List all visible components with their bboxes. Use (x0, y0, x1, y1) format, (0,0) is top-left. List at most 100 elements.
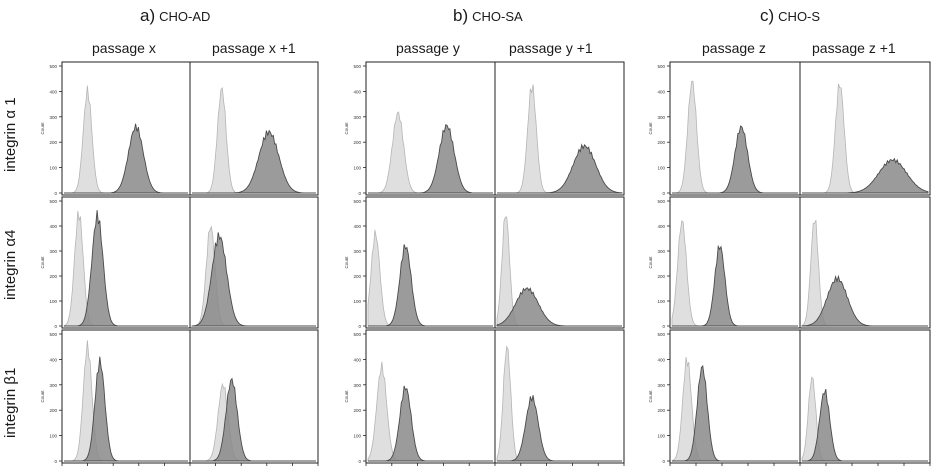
y-tick-label: 400 (657, 357, 665, 362)
y-tick-label: 500 (49, 332, 57, 337)
passage-label: passage z +1 (812, 40, 896, 56)
y-tick-label: 100 (353, 166, 361, 171)
passage-label: passage x +1 (212, 40, 296, 56)
y-tick-label: 500 (657, 199, 665, 204)
control-histogram (63, 210, 188, 327)
control-histogram (368, 111, 493, 194)
control-histogram (497, 84, 622, 194)
y-tick-label: 200 (49, 408, 57, 413)
y-tick-label: 300 (49, 115, 57, 120)
y-tick-label: 500 (353, 199, 361, 204)
y-axis-label: Count (40, 390, 45, 403)
y-tick-label: 300 (657, 115, 665, 120)
y-tick-label: 300 (353, 115, 361, 120)
y-tick-label: 0 (358, 191, 361, 196)
sample-histogram (672, 364, 798, 462)
y-tick-label: 0 (662, 459, 665, 464)
sample-histogram (802, 157, 929, 194)
sample-histogram (192, 129, 316, 194)
y-axis-label: Count (344, 122, 349, 135)
y-tick-label: 100 (657, 299, 665, 304)
passage-label: passage x (92, 40, 156, 56)
passage-label: passage z (702, 40, 766, 56)
y-tick-label: 200 (353, 274, 361, 279)
y-tick-label: 100 (49, 299, 57, 304)
control-histogram (367, 361, 493, 462)
panel-name: CHO-SA (472, 9, 523, 24)
control-histogram (671, 357, 798, 462)
y-tick-label: 300 (353, 383, 361, 388)
y-tick-label: 200 (49, 274, 57, 279)
y-tick-label: 300 (657, 249, 665, 254)
y-axis-label: Count (40, 122, 45, 135)
panel-title-c: c) CHO-S (760, 6, 820, 26)
y-tick-label: 300 (49, 249, 57, 254)
sample-histogram (497, 143, 623, 194)
y-tick-label: 500 (657, 332, 665, 337)
panel-title-a: a) CHO-AD (140, 6, 210, 26)
y-axis-label: Count (344, 390, 349, 403)
panel-letter: c) (760, 6, 775, 25)
y-tick-label: 100 (49, 166, 57, 171)
y-tick-label: 0 (662, 191, 665, 196)
sample-histogram (368, 244, 493, 327)
y-tick-label: 300 (657, 383, 665, 388)
sample-histogram (801, 274, 928, 327)
y-tick-label: 300 (49, 383, 57, 388)
y-tick-label: 400 (353, 357, 361, 362)
y-tick-label: 400 (353, 89, 361, 94)
sample-histogram (64, 356, 188, 462)
panel-name: CHO-S (778, 9, 821, 24)
y-axis-label: Count (648, 390, 653, 403)
passage-label: passage y (396, 40, 460, 56)
y-tick-label: 500 (353, 64, 361, 69)
panel-title-b: b) CHO-SA (453, 6, 523, 26)
sample-histogram (496, 287, 622, 327)
sample-histogram (672, 244, 798, 327)
control-histogram (367, 229, 493, 327)
y-axis-label: Count (648, 256, 653, 269)
sample-histogram (191, 232, 316, 327)
y-tick-label: 500 (657, 64, 665, 69)
y-tick-label: 200 (49, 140, 57, 145)
sample-histogram (64, 210, 188, 327)
y-tick-label: 100 (353, 299, 361, 304)
y-tick-label: 400 (657, 89, 665, 94)
y-tick-label: 200 (353, 408, 361, 413)
panel-letter: a) (140, 6, 156, 25)
sample-histogram (802, 388, 928, 462)
y-tick-label: 0 (54, 324, 57, 329)
y-tick-label: 400 (49, 357, 57, 362)
y-tick-label: 100 (657, 434, 665, 439)
y-tick-label: 500 (49, 64, 57, 69)
control-histogram (192, 382, 316, 462)
y-tick-label: 0 (54, 191, 57, 196)
y-tick-label: 400 (49, 224, 57, 229)
y-tick-label: 200 (657, 140, 665, 145)
passage-label: passage y +1 (509, 40, 593, 56)
y-tick-label: 100 (657, 166, 665, 171)
sample-histogram (368, 385, 493, 462)
y-tick-label: 0 (54, 459, 57, 464)
sample-histogram (64, 123, 188, 194)
y-axis-label: Count (40, 256, 45, 269)
sample-histogram (368, 123, 493, 194)
sample-histogram (192, 377, 316, 462)
y-tick-label: 100 (353, 434, 361, 439)
y-tick-label: 100 (49, 434, 57, 439)
y-tick-label: 500 (353, 332, 361, 337)
control-histogram (671, 220, 798, 327)
y-tick-label: 200 (657, 408, 665, 413)
y-tick-label: 0 (358, 459, 361, 464)
y-tick-label: 0 (662, 324, 665, 329)
control-histogram (496, 345, 622, 462)
sample-histogram (672, 125, 798, 194)
y-tick-label: 200 (353, 140, 361, 145)
y-tick-label: 400 (353, 224, 361, 229)
y-tick-label: 300 (353, 249, 361, 254)
control-histogram (64, 340, 188, 462)
y-tick-label: 400 (657, 224, 665, 229)
y-axis-label: Count (344, 256, 349, 269)
y-tick-label: 500 (49, 199, 57, 204)
